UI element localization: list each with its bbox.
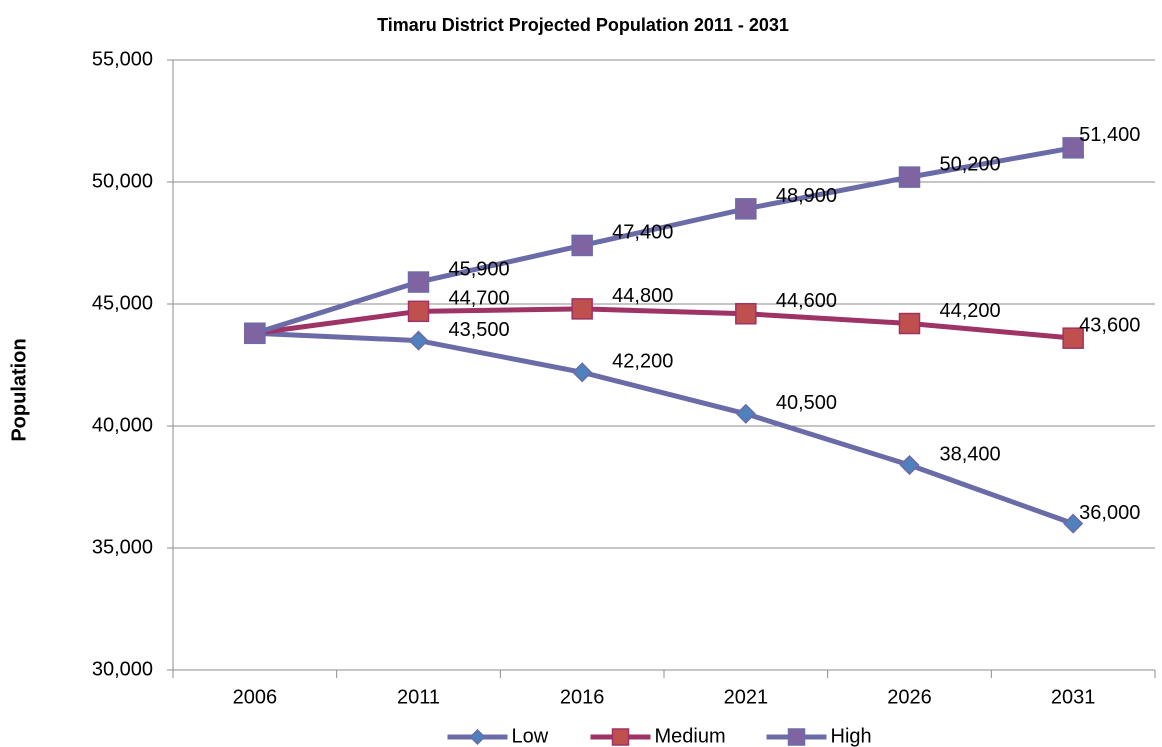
data-label: 50,200 [940, 153, 1001, 175]
data-point [1063, 513, 1084, 534]
data-label: 51,400 [1079, 124, 1140, 146]
legend-item: Medium [590, 725, 726, 747]
data-point [735, 403, 756, 424]
x-tick-label: 2031 [1051, 686, 1096, 708]
data-label: 38,400 [940, 443, 1001, 465]
legend-label: Medium [655, 725, 726, 747]
y-tick-label: 30,000 [92, 658, 153, 680]
data-label: 43,600 [1079, 314, 1140, 336]
data-point [244, 322, 266, 345]
data-point [898, 166, 921, 188]
data-label: 36,000 [1079, 502, 1140, 524]
legend-marker [787, 728, 806, 746]
series-line [254, 145, 1074, 336]
x-tick-label: 2011 [397, 686, 440, 708]
data-point [571, 298, 593, 320]
y-axis-label: Population [8, 338, 30, 441]
legend-item: Low [447, 725, 549, 747]
data-label: 43,500 [449, 319, 510, 341]
data-point [735, 198, 757, 220]
data-point [407, 300, 430, 323]
data-label: 44,700 [449, 288, 510, 310]
series-line [254, 330, 1075, 526]
legend-marker [469, 728, 486, 746]
data-label: 44,800 [612, 285, 673, 307]
y-tick-label: 45,000 [92, 292, 153, 314]
y-tick-label: 50,000 [92, 170, 153, 192]
data-point [571, 234, 593, 257]
data-point [407, 271, 430, 293]
data-label: 47,400 [612, 222, 673, 244]
x-tick-label: 2026 [887, 686, 932, 708]
data-label: 48,900 [776, 185, 837, 207]
data-label: 42,200 [612, 351, 673, 373]
y-tick-label: 40,000 [92, 414, 153, 436]
data-point [572, 362, 593, 383]
legend-marker [611, 728, 630, 746]
data-label: 44,200 [940, 300, 1001, 322]
series-line [254, 306, 1074, 341]
legend-item: High [766, 725, 872, 747]
data-point [1062, 137, 1084, 159]
chart-title: Timaru District Projected Population 201… [377, 15, 789, 35]
data-point [408, 330, 429, 351]
data-point [898, 312, 921, 335]
data-label: 44,600 [776, 290, 837, 312]
data-label: 40,500 [776, 392, 837, 414]
legend-label: Low [512, 725, 549, 747]
data-point [1062, 327, 1084, 349]
x-tick-label: 2016 [560, 686, 605, 708]
data-point [899, 454, 920, 476]
data-point [735, 303, 757, 325]
y-tick-label: 55,000 [92, 48, 153, 70]
x-tick-label: 2021 [724, 686, 769, 708]
data-label: 45,900 [449, 258, 510, 280]
legend-label: High [831, 725, 872, 747]
y-tick-label: 35,000 [92, 536, 153, 558]
x-tick-label: 2006 [233, 686, 278, 708]
